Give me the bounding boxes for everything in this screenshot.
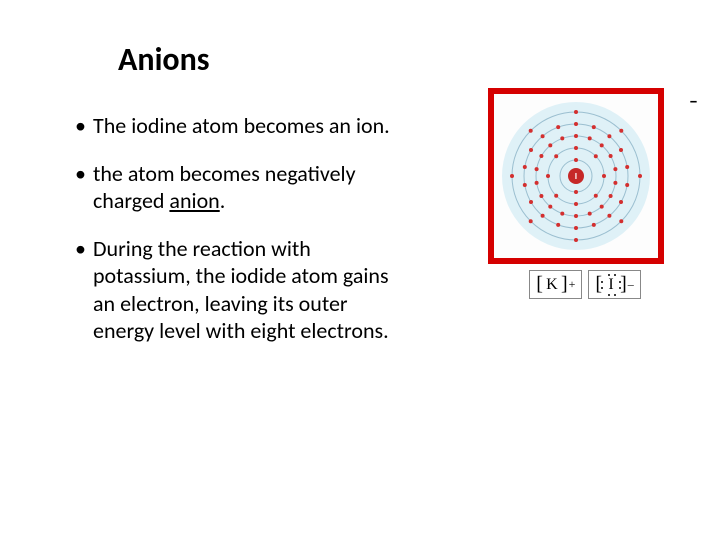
bullet-dot: •	[75, 160, 93, 188]
atom-diagram-frame: I	[488, 88, 664, 264]
bullet-text: the atom becomes negatively charged anio…	[93, 160, 405, 215]
bullet-pre: The iodine atom becomes an ion.	[93, 112, 390, 139]
lewis-cation-symbol: K	[543, 275, 561, 295]
svg-text:I: I	[575, 171, 577, 182]
list-item: • The iodine atom becomes an ion.	[75, 112, 405, 140]
list-item: • the atom becomes negatively charged an…	[75, 160, 405, 215]
bullet-post: .	[220, 187, 226, 214]
lewis-cation-charge: +	[569, 277, 576, 292]
bullet-list: • The iodine atom becomes an ion. • the …	[75, 112, 405, 365]
lewis-anion: [ I ] –	[588, 270, 640, 299]
lewis-cation-letter: K	[546, 276, 558, 293]
bracket-icon: [	[536, 273, 543, 296]
bracket-icon: ]	[561, 273, 568, 296]
bullet-dot: •	[75, 235, 93, 263]
lewis-anion-charge: –	[628, 277, 634, 292]
bullet-pre: During the reaction with potassium, the …	[93, 235, 389, 345]
page-title: Anions	[118, 40, 210, 79]
list-item: • During the reaction with potassium, th…	[75, 235, 405, 345]
bullet-text: The iodine atom becomes an ion.	[93, 112, 405, 140]
atom-diagram: I	[494, 94, 658, 258]
bullet-dot: •	[75, 112, 93, 140]
lewis-anion-letter: I	[608, 276, 613, 293]
bracket-icon: ]	[620, 273, 627, 296]
atom-svg: I	[494, 94, 658, 258]
bracket-icon: [	[595, 273, 602, 296]
atom-figure: I – [ K ] + [ I ] –	[488, 88, 682, 299]
charge-minus-icon: –	[689, 90, 698, 112]
bullet-text: During the reaction with potassium, the …	[93, 235, 405, 345]
lewis-structure: [ K ] + [ I ] –	[488, 270, 682, 299]
bullet-underline: anion	[169, 187, 219, 214]
lewis-cation: [ K ] +	[529, 270, 582, 299]
lewis-anion-symbol: I	[602, 275, 620, 295]
